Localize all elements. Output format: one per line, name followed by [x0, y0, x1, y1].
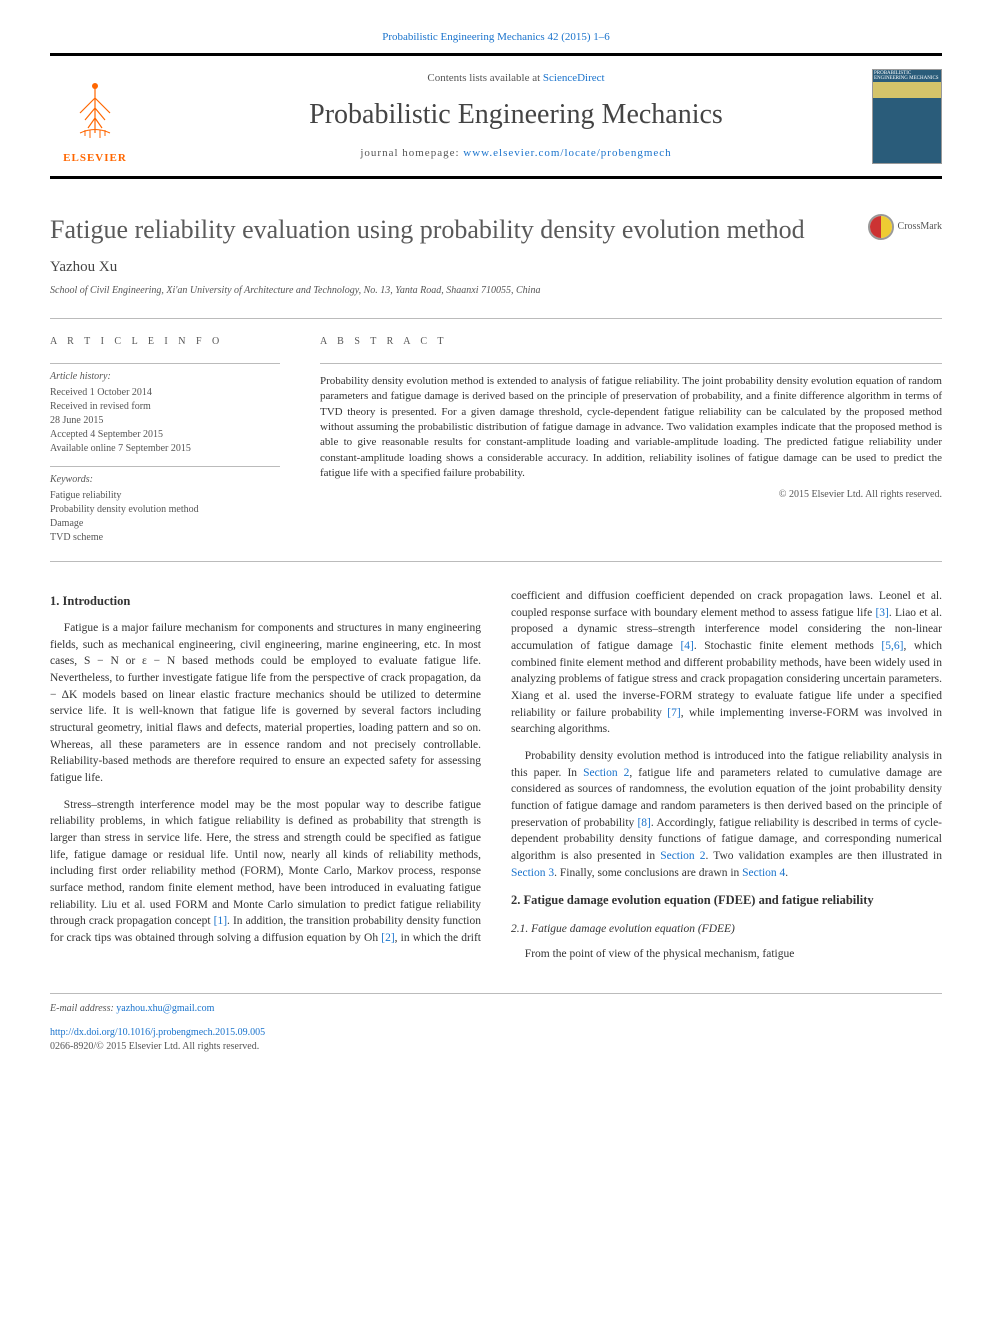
text-run: Stress–strength interference model may b…: [50, 799, 481, 928]
elsevier-wordmark: ELSEVIER: [63, 151, 127, 166]
text-run: . Stochastic finite element methods: [694, 640, 882, 652]
text-run: . Two validation examples are then illus…: [706, 850, 943, 862]
journal-name: Probabilistic Engineering Mechanics: [160, 95, 872, 134]
keyword: TVD scheme: [50, 531, 280, 545]
body-paragraph: Probability density evolution method is …: [511, 748, 942, 881]
crossmark-icon: [868, 214, 894, 240]
email-line: E-mail address: yazhou.xhu@gmail.com: [50, 1002, 942, 1016]
abstract-column: A B S T R A C T Probability density evol…: [320, 335, 942, 545]
body-paragraph: Fatigue is a major failure mechanism for…: [50, 620, 481, 787]
abstract-text: Probability density evolution method is …: [320, 374, 942, 482]
article-info-column: A R T I C L E I N F O Article history: R…: [50, 335, 280, 545]
text-run: , in which the drift: [395, 932, 481, 944]
keywords-heading: Keywords:: [50, 473, 280, 487]
section-link[interactable]: Section 4: [742, 867, 785, 879]
keyword: Probability density evolution method: [50, 503, 280, 517]
article-title: Fatigue reliability evaluation using pro…: [50, 214, 868, 247]
keyword: Fatigue reliability: [50, 489, 280, 503]
sciencedirect-link[interactable]: ScienceDirect: [543, 72, 605, 84]
citation-link[interactable]: [5,6]: [881, 640, 903, 652]
doi-link[interactable]: http://dx.doi.org/10.1016/j.probengmech.…: [50, 1027, 265, 1038]
info-abstract-row: A R T I C L E I N F O Article history: R…: [50, 335, 942, 545]
author-affiliation: School of Civil Engineering, Xi'an Unive…: [50, 284, 942, 298]
header-center: Contents lists available at ScienceDirec…: [160, 71, 872, 161]
text-run: .: [785, 867, 788, 879]
author-email-link[interactable]: yazhou.xhu@gmail.com: [116, 1003, 214, 1014]
author-name: Yazhou Xu: [50, 257, 942, 278]
divider: [50, 561, 942, 562]
section-link[interactable]: Section 2: [583, 767, 629, 779]
contents-available-line: Contents lists available at ScienceDirec…: [160, 71, 872, 86]
text-run: . Finally, some conclusions are drawn in: [554, 867, 742, 879]
history-received: Received 1 October 2014: [50, 386, 280, 400]
history-revised-line1: Received in revised form: [50, 400, 280, 414]
citation-link[interactable]: [1]: [214, 915, 227, 927]
journal-cover-thumbnail: PROBABILISTIC ENGINEERING MECHANICS: [872, 69, 942, 164]
section-link[interactable]: Section 2: [660, 850, 705, 862]
history-heading: Article history:: [50, 370, 280, 384]
abstract-heading: A B S T R A C T: [320, 335, 942, 349]
contents-prefix: Contents lists available at: [427, 72, 542, 84]
history-online: Available online 7 September 2015: [50, 442, 280, 456]
citation-link[interactable]: [2]: [381, 932, 394, 944]
journal-header: ELSEVIER Contents lists available at Sci…: [50, 56, 942, 179]
cover-title: PROBABILISTIC ENGINEERING MECHANICS: [873, 70, 941, 82]
email-label: E-mail address:: [50, 1003, 116, 1014]
divider: [320, 363, 942, 364]
abstract-copyright: © 2015 Elsevier Ltd. All rights reserved…: [320, 488, 942, 502]
keyword: Damage: [50, 517, 280, 531]
divider: [50, 363, 280, 364]
article-body: 1. Introduction Fatigue is a major failu…: [50, 588, 942, 963]
citation-link[interactable]: [4]: [680, 640, 693, 652]
homepage-prefix: journal homepage:: [360, 147, 463, 159]
section-1-heading: 1. Introduction: [50, 592, 481, 610]
section-2-1-heading: 2.1. Fatigue damage evolution equation (…: [511, 921, 942, 938]
divider: [50, 466, 280, 467]
citation-link[interactable]: [7]: [667, 707, 680, 719]
homepage-link[interactable]: www.elsevier.com/locate/probengmech: [463, 147, 671, 159]
crossmark-label: CrossMark: [898, 220, 942, 234]
crossmark-badge[interactable]: CrossMark: [868, 214, 942, 240]
elsevier-tree-icon: [60, 78, 130, 148]
history-revised-line2: 28 June 2015: [50, 414, 280, 428]
page-footer: E-mail address: yazhou.xhu@gmail.com htt…: [50, 993, 942, 1054]
citation-link[interactable]: [8]: [637, 817, 650, 829]
section-2-heading: 2. Fatigue damage evolution equation (FD…: [511, 891, 942, 909]
history-accepted: Accepted 4 September 2015: [50, 428, 280, 442]
homepage-line: journal homepage: www.elsevier.com/locat…: [160, 146, 872, 161]
journal-ref-link[interactable]: Probabilistic Engineering Mechanics 42 (…: [50, 30, 942, 45]
article-info-heading: A R T I C L E I N F O: [50, 335, 280, 349]
issn-copyright-line: 0266-8920/© 2015 Elsevier Ltd. All right…: [50, 1040, 942, 1054]
citation-link[interactable]: [3]: [875, 607, 888, 619]
section-link[interactable]: Section 3: [511, 867, 554, 879]
divider: [50, 318, 942, 319]
body-paragraph: From the point of view of the physical m…: [511, 946, 942, 963]
elsevier-logo: ELSEVIER: [50, 66, 140, 166]
